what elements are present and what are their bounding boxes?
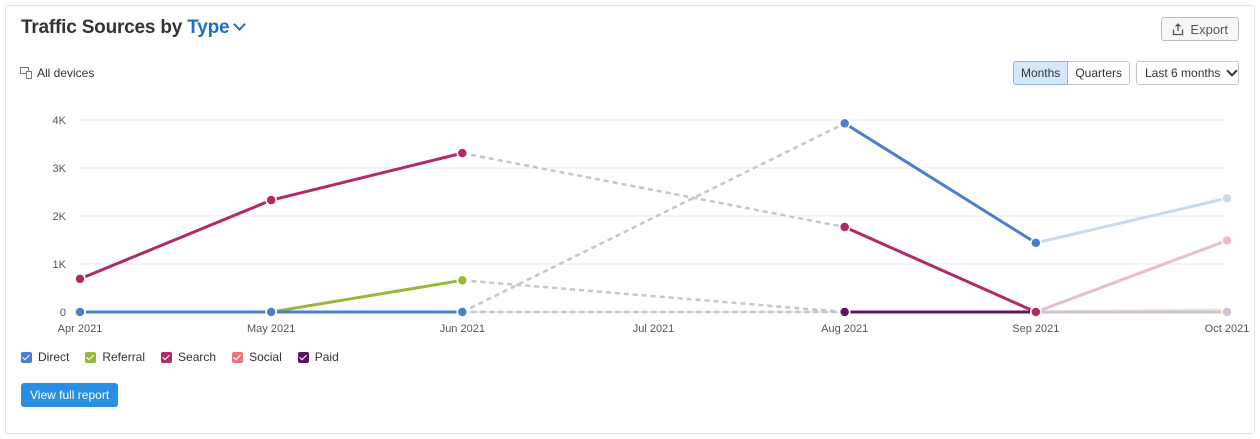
devices-icon [20,67,32,79]
type-selector[interactable]: Type [187,17,247,38]
device-filter[interactable]: All devices [20,66,94,80]
view-full-report-button[interactable]: View full report [21,383,119,407]
title-prefix: Traffic Sources by [21,17,183,38]
data-point-direct[interactable] [1030,237,1042,249]
x-tick-label: May 2021 [247,323,295,335]
legend-label: Social [249,350,282,364]
data-point-search[interactable] [1030,306,1042,318]
legend-item-direct[interactable]: Direct [21,350,69,364]
devices-label: All devices [37,66,95,80]
data-point-paid[interactable] [838,306,851,318]
data-point-paid[interactable] [1221,306,1233,318]
checkbox-icon[interactable] [232,351,244,363]
legend-item-social[interactable]: Social [232,350,282,364]
checkbox-icon[interactable] [161,351,173,363]
data-point-direct[interactable] [1221,192,1233,204]
x-tick-label: Apr 2021 [58,323,103,335]
export-icon [1173,22,1184,35]
checkbox-icon[interactable] [297,351,309,363]
gap-segment [462,151,845,229]
chart-legend: Direct Referral Search Social Paid [21,350,339,364]
date-range-dropdown[interactable]: Last 6 months [1136,61,1239,85]
series-segment-search [78,198,273,281]
series-segment-direct [1034,196,1229,245]
export-label: Export [1190,21,1228,37]
x-tick-label: Sep 2021 [1012,323,1059,335]
legend-item-search[interactable]: Search [161,350,216,364]
legend-label: Search [178,350,217,364]
series-segment-search [843,225,1038,314]
gap-segment [462,279,845,314]
series-segment-search [269,151,464,202]
y-tick-label: 0 [60,307,66,319]
data-point-referral[interactable] [456,274,469,287]
months-toggle[interactable]: Months [1012,61,1069,85]
data-point-search[interactable] [456,147,469,159]
data-point-direct[interactable] [74,306,86,318]
widget-title: Traffic Sources by Type [21,17,247,39]
series-segment-direct [843,121,1038,245]
y-tick-label: 2K [53,211,67,223]
y-tick-label: 1K [53,259,67,271]
data-point-direct[interactable] [456,306,469,318]
quarters-toggle[interactable]: Quarters [1068,61,1130,85]
y-tick-label: 4K [53,115,67,127]
checkbox-icon[interactable] [21,351,32,363]
legend-label: Direct [38,350,70,364]
legend-item-paid[interactable]: Paid [297,350,339,364]
x-tick-label: Jul 2021 [633,323,675,335]
view-full-report-label: View full report [30,388,110,402]
granularity-toggle: Months Quarters [1012,61,1130,85]
legend-label: Paid [314,350,339,364]
y-tick-label: 3K [53,163,67,175]
export-button[interactable]: Export [1161,17,1239,41]
legend-label: Referral [102,350,146,364]
data-point-direct[interactable] [838,117,851,130]
data-point-search[interactable] [265,194,277,206]
date-range-label: Last 6 months [1145,66,1221,80]
x-tick-label: Oct 2021 [1205,323,1250,335]
data-point-search[interactable] [74,273,86,285]
data-point-direct[interactable] [265,306,277,318]
data-point-search[interactable] [1221,234,1233,247]
data-point-search[interactable] [838,221,851,233]
type-selector-label: Type [187,17,230,38]
x-tick-label: Jun 2021 [440,323,485,335]
series-segment-search [1034,238,1229,314]
legend-item-referral[interactable]: Referral [85,350,145,364]
gap-segment [461,122,846,314]
x-tick-label: Aug 2021 [821,323,868,335]
checkbox-icon[interactable] [85,351,97,363]
series-segment-referral [269,278,464,314]
